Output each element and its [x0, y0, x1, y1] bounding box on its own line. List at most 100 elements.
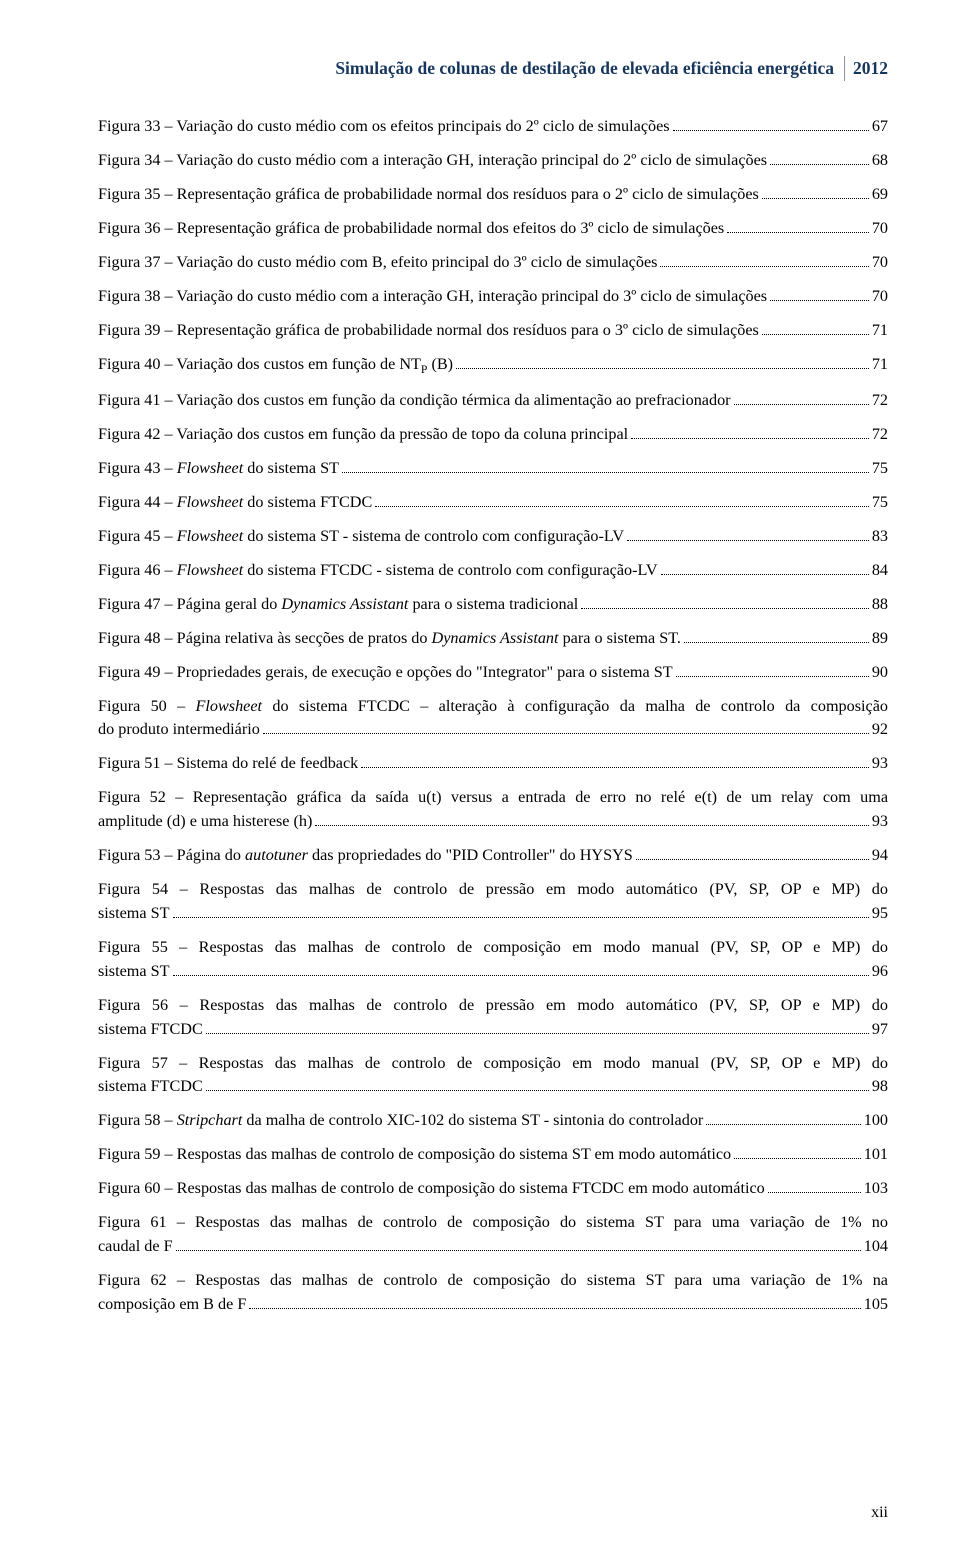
toc-entry-text: sistema ST	[98, 902, 170, 926]
toc-page-number: 103	[864, 1177, 888, 1201]
toc-page-number: 93	[872, 810, 888, 834]
toc-entry-lastline: Figura 43 – Flowsheet do sistema ST75	[98, 457, 888, 481]
toc-leader	[727, 219, 869, 233]
toc-entry-lastline: sistema FTCDC 98	[98, 1075, 888, 1099]
toc-entry-lastline: Figura 53 – Página do autotuner das prop…	[98, 844, 888, 868]
toc-page-number: 93	[872, 752, 888, 776]
toc-entry: Figura 46 – Flowsheet do sistema FTCDC -…	[98, 559, 888, 583]
toc-entry: Figura 54 – Respostas das malhas de cont…	[98, 878, 888, 926]
toc-entry-line: Figura 52 – Representação gráfica da saí…	[98, 786, 888, 810]
toc-leader	[770, 287, 869, 301]
toc-entry-lastline: sistema ST95	[98, 902, 888, 926]
toc-entry: Figura 47 – Página geral do Dynamics Ass…	[98, 593, 888, 617]
toc-entry: Figura 39 – Representação gráfica de pro…	[98, 319, 888, 343]
toc-leader	[249, 1295, 860, 1309]
toc-leader	[636, 846, 869, 860]
toc-page-number: 94	[872, 844, 888, 868]
toc-leader	[206, 1020, 869, 1034]
toc-leader	[375, 493, 869, 507]
toc-entry-line: Figura 62 – Respostas das malhas de cont…	[98, 1269, 888, 1293]
toc-leader	[762, 185, 869, 199]
toc-leader	[676, 663, 869, 677]
toc-entry-text: Figura 43 – Flowsheet do sistema ST	[98, 457, 339, 481]
toc-page-number: 101	[864, 1143, 888, 1167]
toc-leader	[661, 561, 869, 575]
toc-entry-text: sistema FTCDC	[98, 1075, 203, 1099]
toc-leader	[456, 355, 869, 369]
toc-entry: Figura 36 – Representação gráfica de pro…	[98, 217, 888, 241]
toc-entry-text: Figura 58 – Stripchart da malha de contr…	[98, 1109, 703, 1133]
toc-entry: Figura 41 – Variação dos custos em funçã…	[98, 389, 888, 413]
page-number: xii	[871, 1504, 888, 1521]
toc-leader	[173, 962, 869, 976]
toc-entry-lastline: Figura 58 – Stripchart da malha de contr…	[98, 1109, 888, 1133]
toc-leader	[206, 1077, 869, 1091]
toc-page-number: 71	[872, 353, 888, 377]
toc-entry: Figura 49 – Propriedades gerais, de exec…	[98, 661, 888, 685]
toc-entry-lastline: Figura 48 – Página relativa às secções d…	[98, 627, 888, 651]
toc-entry-lastline: sistema ST96	[98, 960, 888, 984]
toc-entry: Figura 44 – Flowsheet do sistema FTCDC75	[98, 491, 888, 515]
toc-entry: Figura 58 – Stripchart da malha de contr…	[98, 1109, 888, 1133]
toc-entry-text: Figura 49 – Propriedades gerais, de exec…	[98, 661, 673, 685]
toc-page-number: 84	[872, 559, 888, 583]
toc-leader	[660, 253, 868, 267]
toc-entry-line: Figura 50 – Flowsheet do sistema FTCDC –…	[98, 695, 888, 719]
toc-entries: Figura 33 – Variação do custo médio com …	[98, 115, 888, 1317]
toc-entry-text: Figura 33 – Variação do custo médio com …	[98, 115, 670, 139]
toc-entry-text: Figura 45 – Flowsheet do sistema ST - si…	[98, 525, 624, 549]
toc-entry-text: Figura 53 – Página do autotuner das prop…	[98, 844, 633, 868]
toc-entry-text: Figura 47 – Página geral do Dynamics Ass…	[98, 593, 578, 617]
toc-entry: Figura 37 – Variação do custo médio com …	[98, 251, 888, 275]
toc-page-number: 88	[872, 593, 888, 617]
toc-entry-text: Figura 59 – Respostas das malhas de cont…	[98, 1143, 731, 1167]
toc-entry: Figura 42 – Variação dos custos em funçã…	[98, 423, 888, 447]
toc-entry-lastline: Figura 51 – Sistema do relé de feedback 9…	[98, 752, 888, 776]
toc-entry-lastline: Figura 41 – Variação dos custos em funçã…	[98, 389, 888, 413]
toc-page-number: 104	[864, 1235, 888, 1259]
toc-entry-text: Figura 44 – Flowsheet do sistema FTCDC	[98, 491, 372, 515]
header-year: 2012	[844, 56, 888, 81]
toc-entry-lastline: Figura 59 – Respostas das malhas de cont…	[98, 1143, 888, 1167]
toc-entry-lastline: do produto intermediário92	[98, 718, 888, 742]
toc-entry-lastline: Figura 45 – Flowsheet do sistema ST - si…	[98, 525, 888, 549]
toc-leader	[673, 117, 869, 131]
toc-entry-line: Figura 54 – Respostas das malhas de cont…	[98, 878, 888, 902]
toc-entry: Figura 57 – Respostas das malhas de cont…	[98, 1052, 888, 1100]
toc-page-number: 92	[872, 718, 888, 742]
toc-entry-lastline: composição em B de F105	[98, 1293, 888, 1317]
toc-page-number: 105	[864, 1293, 888, 1317]
toc-entry-lastline: Figura 44 – Flowsheet do sistema FTCDC75	[98, 491, 888, 515]
toc-entry-lastline: Figura 33 – Variação do custo médio com …	[98, 115, 888, 139]
toc-page-number: 98	[872, 1075, 888, 1099]
toc-entry: Figura 56 – Respostas das malhas de cont…	[98, 994, 888, 1042]
toc-entry-lastline: Figura 39 – Representação gráfica de pro…	[98, 319, 888, 343]
toc-page-number: 89	[872, 627, 888, 651]
toc-entry: Figura 38 – Variação do custo médio com …	[98, 285, 888, 309]
toc-entry-line: Figura 61 – Respostas das malhas de cont…	[98, 1211, 888, 1235]
toc-entry-lastline: sistema FTCDC97	[98, 1018, 888, 1042]
toc-page-number: 70	[872, 285, 888, 309]
toc-entry-text: sistema ST	[98, 960, 170, 984]
toc-entry-lastline: Figura 37 – Variação do custo médio com …	[98, 251, 888, 275]
toc-page-number: 69	[872, 183, 888, 207]
toc-entry-text: amplitude (d) e uma histerese (h)	[98, 810, 312, 834]
toc-page-number: 90	[872, 661, 888, 685]
toc-leader	[684, 629, 869, 643]
toc-entry: Figura 60 – Respostas das malhas de cont…	[98, 1177, 888, 1201]
toc-leader	[770, 151, 869, 165]
toc-entry-text: sistema FTCDC	[98, 1018, 203, 1042]
toc-entry-text: Figura 38 – Variação do custo médio com …	[98, 285, 767, 309]
page-footer: xii	[871, 1504, 888, 1522]
toc-page-number: 83	[872, 525, 888, 549]
toc-leader	[173, 904, 869, 918]
toc-page-number: 68	[872, 149, 888, 173]
toc-entry-text: Figura 51 – Sistema do relé de feedback	[98, 752, 358, 776]
document-page: Simulação de colunas de destilação de el…	[0, 0, 960, 1550]
toc-entry-text: Figura 34 – Variação do custo médio com …	[98, 149, 767, 173]
toc-entry-lastline: Figura 40 – Variação dos custos em funçã…	[98, 353, 888, 378]
toc-leader	[581, 595, 869, 609]
toc-entry-lastline: Figura 47 – Página geral do Dynamics Ass…	[98, 593, 888, 617]
toc-page-number: 72	[872, 389, 888, 413]
toc-entry-lastline: amplitude (d) e uma histerese (h) 93	[98, 810, 888, 834]
